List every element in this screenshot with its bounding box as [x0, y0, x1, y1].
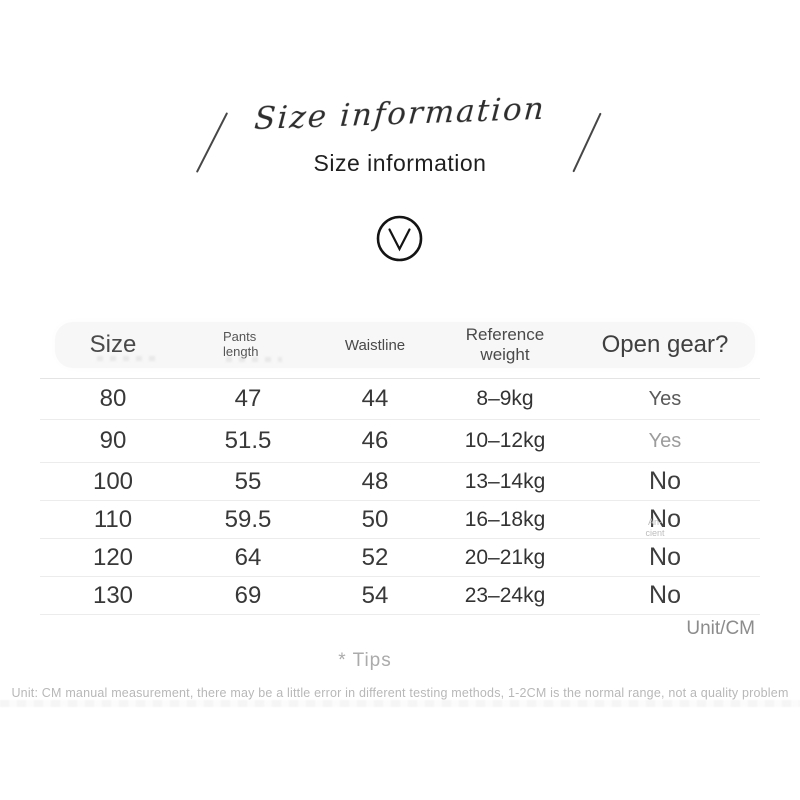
- script-title: Size information: [253, 90, 547, 138]
- cell-open-gear: Yes: [648, 429, 682, 452]
- column-header-pants-length: Pants length: [223, 329, 259, 359]
- cell-waistline: 44: [361, 385, 389, 412]
- column-header-open-gear: Open gear?: [601, 331, 729, 358]
- artifact-smudge: [226, 357, 282, 362]
- cell-reference-weight: 10–12kg: [464, 429, 546, 452]
- table-row: 130 69 54 23–24kg No: [40, 577, 760, 615]
- artifact-line: An-: [647, 517, 662, 527]
- table-header-background: [55, 322, 755, 368]
- translation-artifact: An- cient: [632, 517, 678, 539]
- cell-open-gear: No: [649, 467, 681, 495]
- column-header-size: Size: [89, 331, 137, 358]
- table-header-row: Size Pants length Waistline Reference we…: [40, 322, 760, 368]
- table-row: 80 47 44 8–9kg Yes: [40, 379, 760, 420]
- table-row: 100 55 48 13–14kg No: [40, 463, 760, 501]
- cell-reference-weight: 20–21kg: [464, 545, 546, 569]
- cell-size: 80: [99, 385, 127, 412]
- cell-waistline: 52: [361, 543, 389, 571]
- artifact-smudge: [97, 356, 159, 361]
- unit-label: Unit/CM: [686, 618, 755, 639]
- cell-pants-length: 69: [234, 581, 262, 609]
- cell-reference-weight: 13–14kg: [464, 469, 546, 493]
- cell-open-gear: Yes: [648, 387, 682, 410]
- noise-band-decoration: [0, 700, 800, 707]
- table-row: 110 59.5 50 16–18kg No: [40, 501, 760, 539]
- table-row: 120 64 52 20–21kg No: [40, 539, 760, 577]
- artifact-line: cient: [645, 528, 665, 538]
- cell-reference-weight: 16–18kg: [464, 507, 546, 531]
- column-header-reference-weight: Reference weight: [465, 325, 545, 364]
- cell-pants-length: 64: [234, 543, 262, 571]
- cell-size: 90: [99, 427, 127, 454]
- chevron-down-circle-icon: [376, 215, 423, 262]
- table-row: 90 51.5 46 10–12kg Yes: [40, 420, 760, 463]
- page-title: Size information: [313, 150, 487, 176]
- expand-section-button[interactable]: [375, 214, 424, 263]
- cell-pants-length: 47: [234, 385, 262, 412]
- cell-waistline: 48: [361, 467, 389, 495]
- cell-waistline: 50: [361, 505, 389, 533]
- measurement-disclaimer: Unit: CM manual measurement, there may b…: [11, 686, 789, 700]
- cell-open-gear: No: [649, 543, 681, 571]
- cell-waistline: 46: [361, 427, 389, 454]
- cell-open-gear: No: [649, 581, 681, 609]
- cell-size: 120: [92, 543, 134, 571]
- cell-pants-length: 55: [234, 467, 262, 495]
- tips-label: * Tips: [338, 650, 392, 671]
- cell-size: 110: [93, 505, 133, 533]
- cell-reference-weight: 8–9kg: [476, 387, 534, 410]
- cell-size: 100: [92, 467, 134, 495]
- cell-open-gear: No: [649, 505, 681, 533]
- cell-size: 130: [92, 581, 134, 609]
- cell-pants-length: 51.5: [224, 427, 272, 454]
- table-body: 80 47 44 8–9kg Yes 90 51.5 46 10–12kg Ye…: [40, 378, 760, 615]
- cell-waistline: 54: [361, 581, 389, 609]
- column-header-waistline: Waistline: [344, 336, 406, 354]
- cell-reference-weight: 23–24kg: [464, 583, 546, 607]
- cell-pants-length: 59.5: [224, 505, 272, 533]
